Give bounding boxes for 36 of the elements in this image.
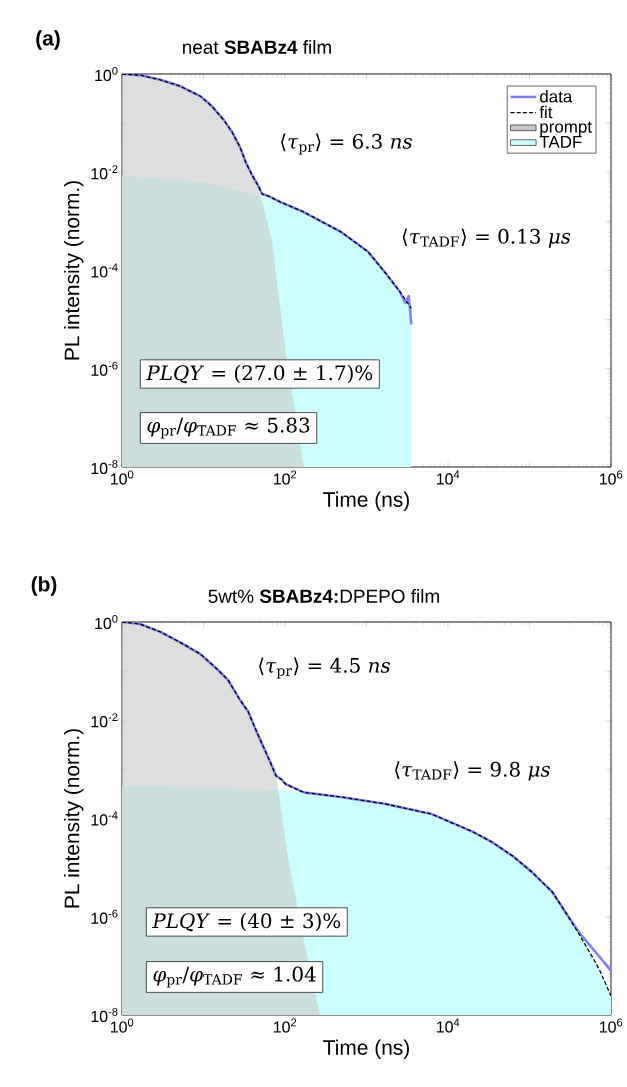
legend-label: data [540,90,573,103]
y-axis-title: PL intensity (norm.) [64,181,84,360]
y-tick-label: 10$^{-4}$ [91,811,118,826]
y-tick-label: 10$^{-2}$ [91,713,118,728]
x-tick-label: 10$^{6}$ [600,470,623,485]
y-axis-title: PL intensity (norm.) [64,729,84,908]
y-tick-label: 10$^{-2}$ [91,165,118,180]
y-tick-label: 10$^{-4}$ [91,263,118,278]
chart-title: neat SBABz4 film [183,40,332,54]
annotation: ⟨τ$_{pr}$⟩ = 6.3 ns [281,133,413,155]
x-axis-title: Time (ns) [323,491,410,512]
annotation: PLQY = (40 ± 3)% [152,912,341,932]
text: (a) [36,30,60,50]
annotation: ⟨τ$_{TADF}$⟩ = 9.8 μs [395,761,551,781]
x-axis-title: Time (ns) [323,1039,410,1060]
y-tick-label: 10$^{-6}$ [91,909,118,924]
x-tick-label: 10$^{0}$ [111,470,134,485]
annotation: ⟨τ$_{TADF}$⟩ = 0.13 μs [402,228,571,248]
y-tick-label: 10$^{0}$ [95,614,118,630]
y-tick-label: 10$^{0}$ [95,66,118,82]
chart-title: 5wt% SBABz4:DPEPO film [208,589,440,603]
annotation: φ$_{pr}$/φ$_{TADF}$ ≈ 1.04 [153,966,316,988]
annotation: ⟨τ$_{pr}$⟩ = 4.5 ns [259,657,391,679]
legend-label: TADF [539,136,582,148]
annotation: φ$_{pr}$/φ$_{TADF}$ ≈ 5.83 [147,417,310,439]
annotation: PLQY = (27.0 ± 1.7)% [146,364,373,384]
legend-label: prompt [540,121,593,137]
x-tick-label: 10$^{2}$ [274,470,297,485]
x-tick-label: 10$^{2}$ [274,1018,297,1033]
x-tick-label: 10$^{0}$ [111,1018,134,1033]
x-tick-label: 10$^{6}$ [600,1018,623,1033]
y-tick-label: 10$^{-6}$ [91,361,118,376]
x-tick-label: 10$^{4}$ [437,470,460,485]
legend-label: fit [539,105,553,119]
x-tick-label: 10$^{4}$ [437,1018,460,1033]
text: (b) [31,576,57,596]
